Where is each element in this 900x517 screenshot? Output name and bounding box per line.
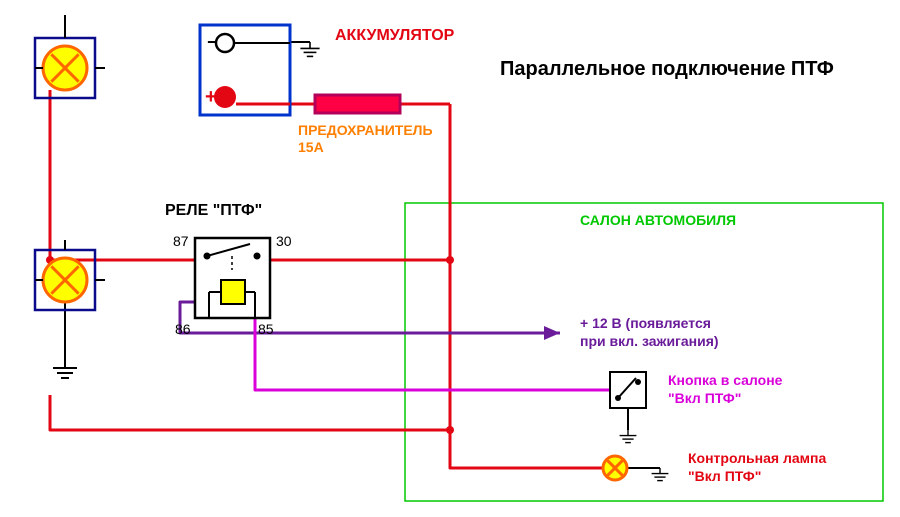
svg-text:−: −	[207, 32, 218, 52]
relay	[195, 238, 270, 318]
svg-text:"Вкл ПТФ": "Вкл ПТФ"	[668, 390, 741, 406]
label-indicator: Контрольная лампа	[688, 450, 826, 466]
label-cabin: САЛОН АВТОМОБИЛЯ	[580, 212, 736, 228]
label-fuse: ПРЕДОХРАНИТЕЛЬ	[298, 122, 433, 138]
svg-text:при вкл. зажигания): при вкл. зажигания)	[580, 333, 719, 349]
page-title: Параллельное подключение ПТФ	[500, 58, 834, 80]
label-relay: РЕЛЕ "ПТФ"	[165, 202, 262, 219]
fuse	[315, 95, 400, 113]
wiring-diagram: − + АККУМУЛЯТОР Параллельное подключение ПТ…	[0, 0, 900, 517]
svg-text:"Вкл ПТФ": "Вкл ПТФ"	[688, 468, 761, 484]
fog-lamp-1	[43, 258, 87, 302]
label-battery: АККУМУЛЯТОР	[335, 27, 455, 44]
cabin-switch	[610, 372, 646, 408]
label-button: Кнопка в салоне	[668, 372, 783, 388]
svg-text:+: +	[205, 86, 217, 108]
indicator-lamp	[603, 456, 627, 480]
pin-86: 86	[175, 321, 191, 337]
pin-87: 87	[173, 233, 189, 249]
label-ignition: + 12 В (появляется	[580, 315, 711, 331]
svg-text:15А: 15А	[298, 139, 324, 155]
fog-lamp-0	[43, 46, 87, 90]
pin-85: 85	[258, 321, 274, 337]
pin-30: 30	[276, 233, 292, 249]
